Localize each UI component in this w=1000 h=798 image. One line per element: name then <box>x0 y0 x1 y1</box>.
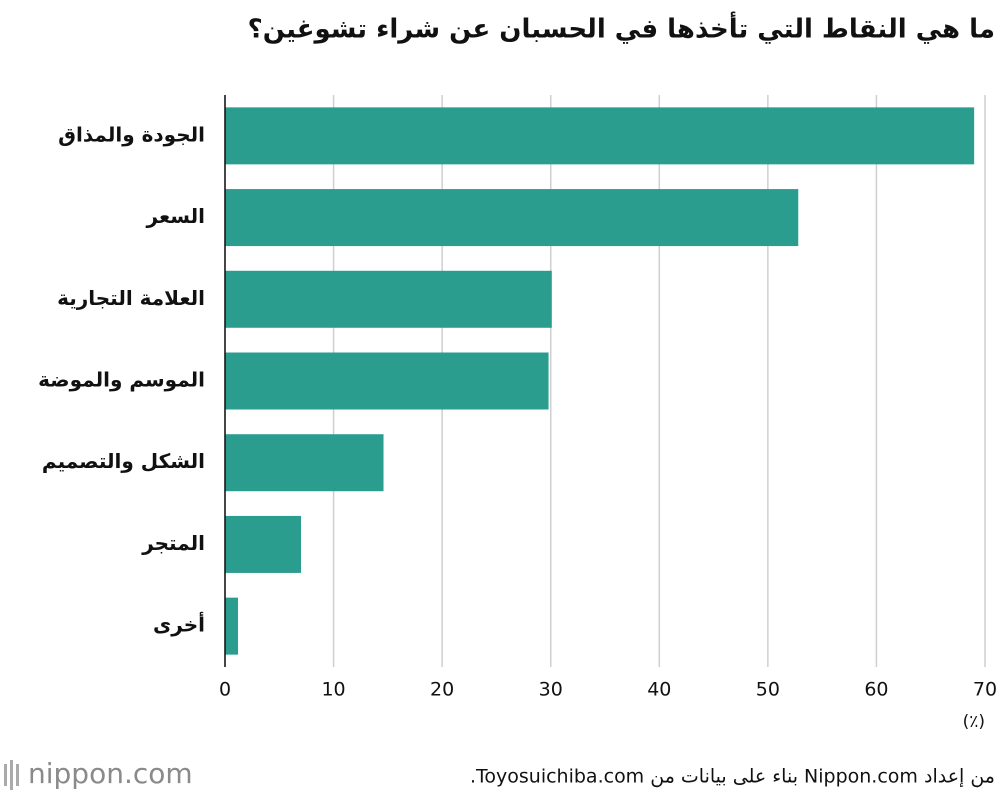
x-tick-label: 50 <box>756 679 780 701</box>
x-tick-label: 20 <box>430 679 454 701</box>
bar <box>225 597 239 655</box>
x-tick-label: 60 <box>864 679 888 701</box>
bar <box>225 434 384 492</box>
bar <box>225 270 552 328</box>
logo: nippon.com <box>28 757 193 790</box>
bar <box>225 107 975 165</box>
y-tick-label: العلامة التجارية <box>57 286 205 310</box>
bar <box>225 515 301 573</box>
x-tick-label: 40 <box>647 679 671 701</box>
y-tick-label: الموسم والموضة <box>38 368 205 392</box>
y-tick-label: المتجر <box>141 531 205 555</box>
x-tick-label: 70 <box>973 679 997 701</box>
y-tick-label: أخرى <box>153 611 205 637</box>
x-tick-label: 0 <box>219 679 231 701</box>
logo-icon <box>4 760 19 790</box>
chart-title: ما هي النقاط التي تأخذها في الحسبان عن ش… <box>248 12 995 45</box>
x-tick-label: 10 <box>321 679 345 701</box>
y-tick-label: الشكل والتصميم <box>42 449 205 473</box>
source: من إعداد Nippon.com بناء على بيانات من T… <box>470 766 995 789</box>
y-tick-label: السعر <box>146 204 205 228</box>
y-tick-label: الجودة والمذاق <box>58 122 205 146</box>
bar <box>225 189 799 247</box>
x-axis-label: (٪) <box>963 712 985 732</box>
bar <box>225 352 549 410</box>
x-tick-label: 30 <box>539 679 563 701</box>
